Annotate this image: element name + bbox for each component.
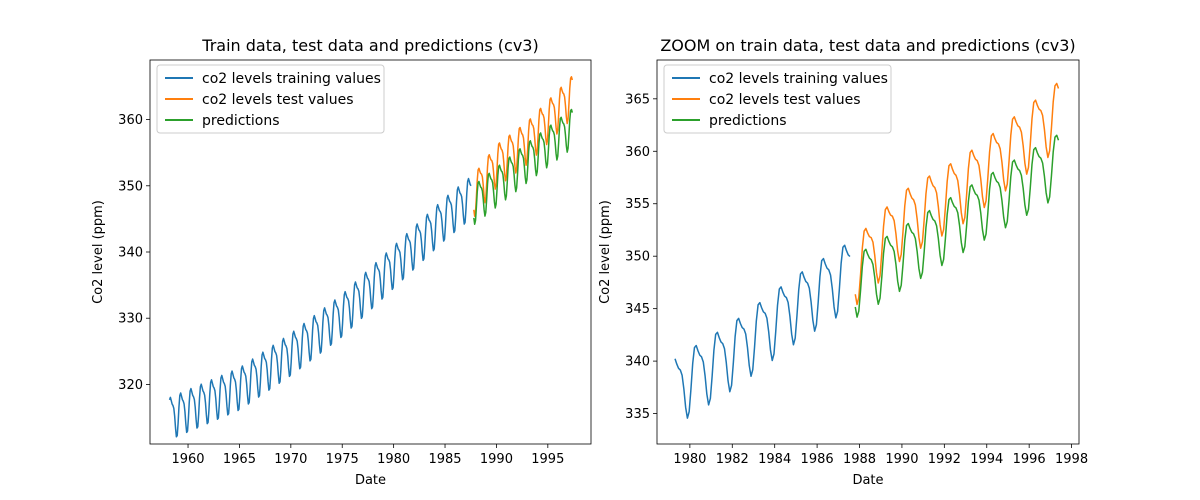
x-tick-label: 1998 bbox=[1055, 452, 1088, 467]
y-tick-label: 360 bbox=[118, 113, 143, 128]
legend: co2 levels training values co2 levels tes… bbox=[156, 64, 385, 134]
y-axis-label: Co2 level (ppm) bbox=[598, 200, 613, 304]
series-line-1 bbox=[168, 177, 472, 438]
y-tick-label: 345 bbox=[625, 302, 650, 317]
x-tick-label: 1980 bbox=[673, 452, 706, 467]
x-tick-label: 1992 bbox=[928, 452, 961, 467]
chart-1: 1960 1965 1970 1975 1980 1985 1990 1995 320 330 34… bbox=[91, 36, 592, 488]
y-tick-label: 340 bbox=[625, 355, 650, 370]
legend-entry: predictions bbox=[709, 113, 787, 129]
chart-title: Train data, test data and predictions (c… bbox=[201, 36, 538, 55]
x-axis-label: Date bbox=[852, 473, 883, 488]
series-line-1 bbox=[674, 244, 851, 419]
x-tick-label: 1984 bbox=[758, 452, 791, 467]
x-tick-label: 1990 bbox=[480, 452, 513, 467]
series-line-3 bbox=[473, 108, 574, 225]
y-tick-label: 355 bbox=[625, 197, 650, 212]
x-tick-label: 1960 bbox=[171, 452, 204, 467]
x-tick-label: 1982 bbox=[716, 452, 749, 467]
x-tick-label: 1965 bbox=[223, 452, 256, 467]
series-line-2 bbox=[473, 76, 574, 217]
y-axis-label: Co2 level (ppm) bbox=[91, 200, 106, 304]
series-line-2 bbox=[854, 82, 1060, 306]
x-tick-label: 1994 bbox=[970, 452, 1003, 467]
y-tick-label: 350 bbox=[118, 179, 143, 194]
y-tick-label: 340 bbox=[118, 246, 143, 261]
y-tick-label: 330 bbox=[118, 312, 143, 327]
x-axis-label: Date bbox=[355, 473, 386, 488]
x-tick-label: 1996 bbox=[1013, 452, 1046, 467]
x-tick-label: 1985 bbox=[428, 452, 461, 467]
axes-frame bbox=[656, 59, 1080, 445]
legend-box bbox=[663, 64, 892, 134]
legend-entry: co2 levels test values bbox=[202, 92, 354, 108]
x-tick-label: 1980 bbox=[377, 452, 410, 467]
x-tick-label: 1970 bbox=[274, 452, 307, 467]
y-tick-label: 365 bbox=[625, 92, 650, 107]
x-tick-label: 1975 bbox=[326, 452, 359, 467]
y-tick-label: 360 bbox=[625, 145, 650, 160]
x-tick-label: 1995 bbox=[531, 452, 564, 467]
series-line-3 bbox=[854, 134, 1060, 318]
chart-title: ZOOM on train data, test data and predic… bbox=[660, 36, 1075, 55]
x-tick-label: 1990 bbox=[885, 452, 918, 467]
y-tick-label: 320 bbox=[118, 378, 143, 393]
x-tick-label: 1988 bbox=[843, 452, 876, 467]
legend-entry: co2 levels test values bbox=[709, 92, 861, 108]
legend-entry: co2 levels training values bbox=[709, 71, 888, 87]
chart-2: 1980 1982 1984 1986 1988 1990 1992 1994 1996 1998… bbox=[598, 36, 1088, 488]
legend-entry: predictions bbox=[202, 113, 280, 129]
y-tick-label: 350 bbox=[625, 250, 650, 265]
legend-entry: co2 levels training values bbox=[202, 71, 381, 87]
y-tick-label: 335 bbox=[625, 407, 650, 422]
legend: co2 levels training values co2 levels tes… bbox=[663, 64, 892, 134]
legend-box bbox=[156, 64, 385, 134]
x-tick-label: 1986 bbox=[801, 452, 834, 467]
